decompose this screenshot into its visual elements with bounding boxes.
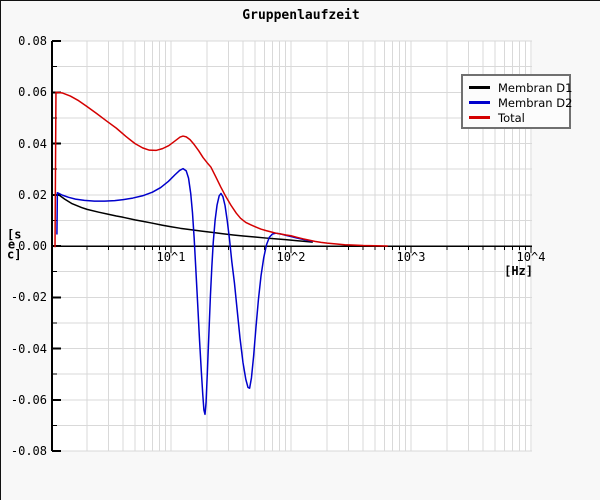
legend-line-sample: [469, 116, 490, 119]
legend-item: Membran D2: [463, 95, 573, 110]
chart-title: Gruppenlaufzeit: [242, 8, 360, 23]
y-tick-label: -0.02: [10, 290, 47, 305]
x-tick-label: 10^4: [516, 250, 546, 264]
y-tick-label: -0.04: [10, 341, 47, 356]
legend-item-label: Membran D2: [498, 95, 573, 110]
y-tick-label: 0.00: [18, 239, 47, 253]
y-tick-label: 0.08: [18, 34, 47, 48]
legend-item: Membran D1: [463, 80, 573, 95]
legend: Membran D1 Membran D2 Total: [461, 74, 573, 129]
y-tick-label: 0.04: [18, 136, 47, 151]
y-tick-label: -0.08: [10, 444, 47, 458]
x-axis-unit-label: [Hz]: [504, 264, 533, 278]
legend-item: Total: [463, 110, 569, 125]
y-tick-label: 0.06: [18, 85, 47, 100]
x-tick-label: 10^1: [156, 250, 186, 264]
legend-item-label: Membran D1: [498, 80, 573, 95]
series-line-membran-d2: [56, 167, 313, 416]
y-tick-label: 0.02: [18, 187, 47, 202]
legend-line-sample: [469, 101, 490, 104]
legend-item-label: Total: [498, 110, 525, 125]
series-line-total: [54, 91, 388, 248]
series-line-membran-d1: [56, 192, 313, 243]
x-tick-label: 10^3: [396, 250, 426, 264]
legend-line-sample: [469, 86, 490, 89]
y-tick-label: -0.06: [10, 392, 47, 407]
x-tick-label: 10^2: [276, 250, 306, 264]
